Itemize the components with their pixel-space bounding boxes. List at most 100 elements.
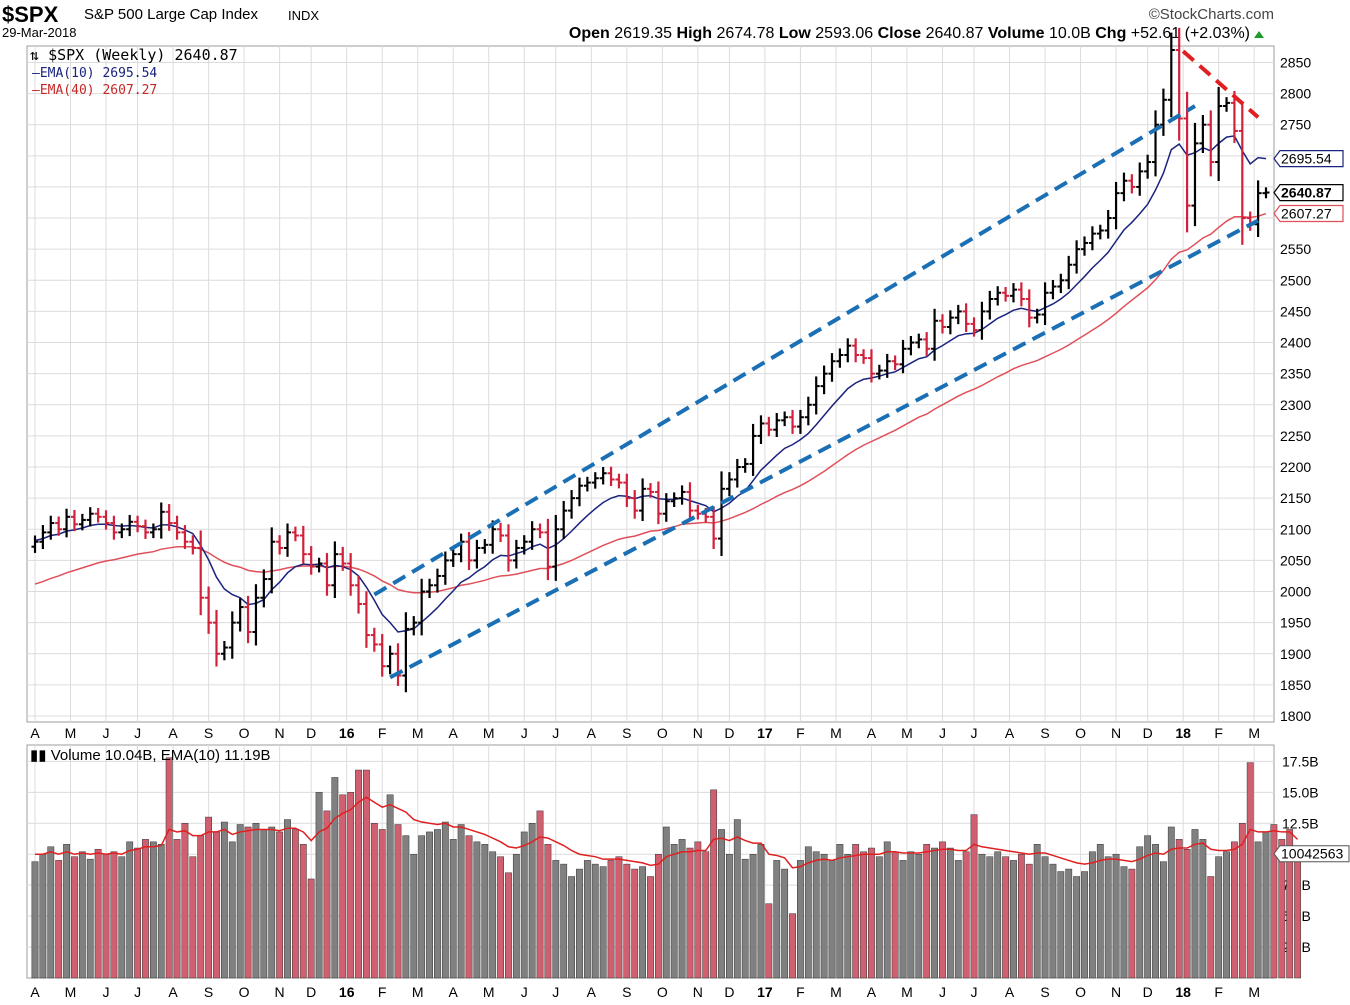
volume-bar [252, 823, 260, 979]
ohlc-bar [560, 500, 568, 539]
volume-bar [378, 829, 386, 979]
ohlc-bar [244, 595, 252, 644]
volume-bar [623, 863, 631, 979]
x-tick-label-volume: D [1143, 984, 1153, 1000]
ohlc-bar [31, 535, 39, 553]
volume-bar [402, 835, 410, 979]
x-tick-label: O [657, 725, 668, 741]
volume-bar [994, 851, 1002, 979]
volume-bar [875, 856, 883, 979]
ohlc-bar [883, 353, 891, 378]
volume-bar [544, 844, 552, 979]
volume-bar [39, 853, 47, 979]
volume-bar [631, 868, 639, 979]
exchange-label: INDX [288, 8, 320, 23]
volume-bar [915, 853, 923, 979]
volume-bar [946, 847, 954, 979]
x-tick-label: N [1111, 725, 1121, 741]
x-tick-label: F [796, 725, 805, 741]
ohlc-bar [986, 290, 994, 320]
x-tick-label-volume: 17 [757, 984, 773, 1000]
x-tick-label-volume: F [378, 984, 387, 1000]
y-tick-label: 1900 [1280, 646, 1311, 662]
x-tick-label: 17 [757, 725, 773, 741]
ohlc-bar [47, 515, 55, 540]
volume-bar [497, 856, 504, 979]
volume-bar [694, 841, 702, 979]
volume-bar [844, 853, 852, 979]
chart-date: 29-Mar-2018 [2, 25, 77, 40]
volume-bar [654, 853, 662, 979]
volume-bar [1112, 853, 1120, 979]
y-tick-label: 2800 [1280, 86, 1311, 102]
ohlc-bar [497, 522, 505, 543]
ohlc-bar [1223, 97, 1231, 112]
ohlc-bar [552, 514, 560, 581]
volume-bar [1128, 868, 1136, 979]
ohlc-bar [1120, 172, 1128, 202]
ohlc-bar [291, 526, 299, 542]
ohlc-bar [946, 310, 954, 335]
ohlc-bar [402, 612, 410, 693]
x-tick-label-volume: M [412, 984, 424, 1000]
ohlc-bar [773, 413, 781, 437]
ohlc-bar [867, 349, 875, 383]
ohlc-bar [1104, 209, 1112, 239]
ohlc-bar [504, 524, 512, 572]
ohlc-bar [891, 355, 899, 371]
chg-value: +52.61 (+2.03%) [1130, 25, 1250, 42]
ohlc-bar [718, 471, 726, 557]
legend-ema10-text: EMA(10) 2695.54 [39, 66, 158, 81]
legend-ema40: —EMA(40) 2607.27 [32, 83, 158, 98]
ohlc-bar [615, 473, 623, 489]
y-tick-label: 2200 [1280, 459, 1311, 475]
volume-bar [291, 829, 299, 979]
x-tick-label-volume: N [693, 984, 703, 1000]
volume-bar [276, 831, 284, 979]
legend-price-text: $SPX (Weekly) 2640.87 [48, 46, 238, 64]
x-tick-label-volume: F [1214, 984, 1223, 1000]
volume-value-tag: 10042563 [1273, 845, 1350, 863]
volume-bar [1270, 824, 1278, 979]
x-tick-label: N [693, 725, 703, 741]
x-tick-label-volume: D [306, 984, 316, 1000]
volume-bar [757, 844, 765, 979]
volume-bar [307, 878, 315, 979]
volume-bar [978, 853, 986, 979]
volume-bar [1136, 846, 1144, 979]
ohlc-bar [181, 525, 189, 550]
volume-y-tick-label: 17.5B [1282, 753, 1319, 769]
y-tick-label: 1950 [1280, 615, 1311, 631]
ohlc-bar [1112, 181, 1120, 230]
x-tick-label-volume: A [1005, 984, 1015, 1000]
volume-bar [94, 849, 102, 979]
x-tick-label-volume: 16 [339, 984, 355, 1000]
volume-bar [749, 853, 757, 979]
ohlc-bar [1009, 283, 1017, 303]
ohlc-bar [962, 303, 970, 332]
ohlc-bar [433, 568, 441, 593]
open-label: Open [568, 25, 610, 42]
ohlc-bar [55, 516, 63, 536]
volume-bar [1049, 863, 1057, 979]
ohlc-bar [165, 504, 173, 531]
x-tick-label: S [622, 725, 631, 741]
volume-bar [489, 851, 497, 979]
ohlc-bar [654, 481, 662, 525]
x-tick-label: O [1075, 725, 1086, 741]
x-tick-label: M [483, 725, 495, 741]
volume-bar [710, 789, 718, 979]
ohlc-bar [1144, 154, 1152, 179]
volume-bar [331, 777, 339, 979]
volume-bar [797, 860, 804, 979]
ohlc-bar [449, 547, 457, 567]
ohlc-bar [149, 523, 157, 539]
volume-bar [718, 829, 725, 979]
ohlc-bar [599, 467, 607, 485]
low-value: 2593.06 [815, 25, 874, 42]
ohlc-bar [284, 523, 292, 557]
x-tick-label: J [521, 725, 528, 741]
volume-bar [228, 841, 236, 979]
volume-bar [781, 868, 789, 979]
x-tick-label: D [724, 725, 734, 741]
